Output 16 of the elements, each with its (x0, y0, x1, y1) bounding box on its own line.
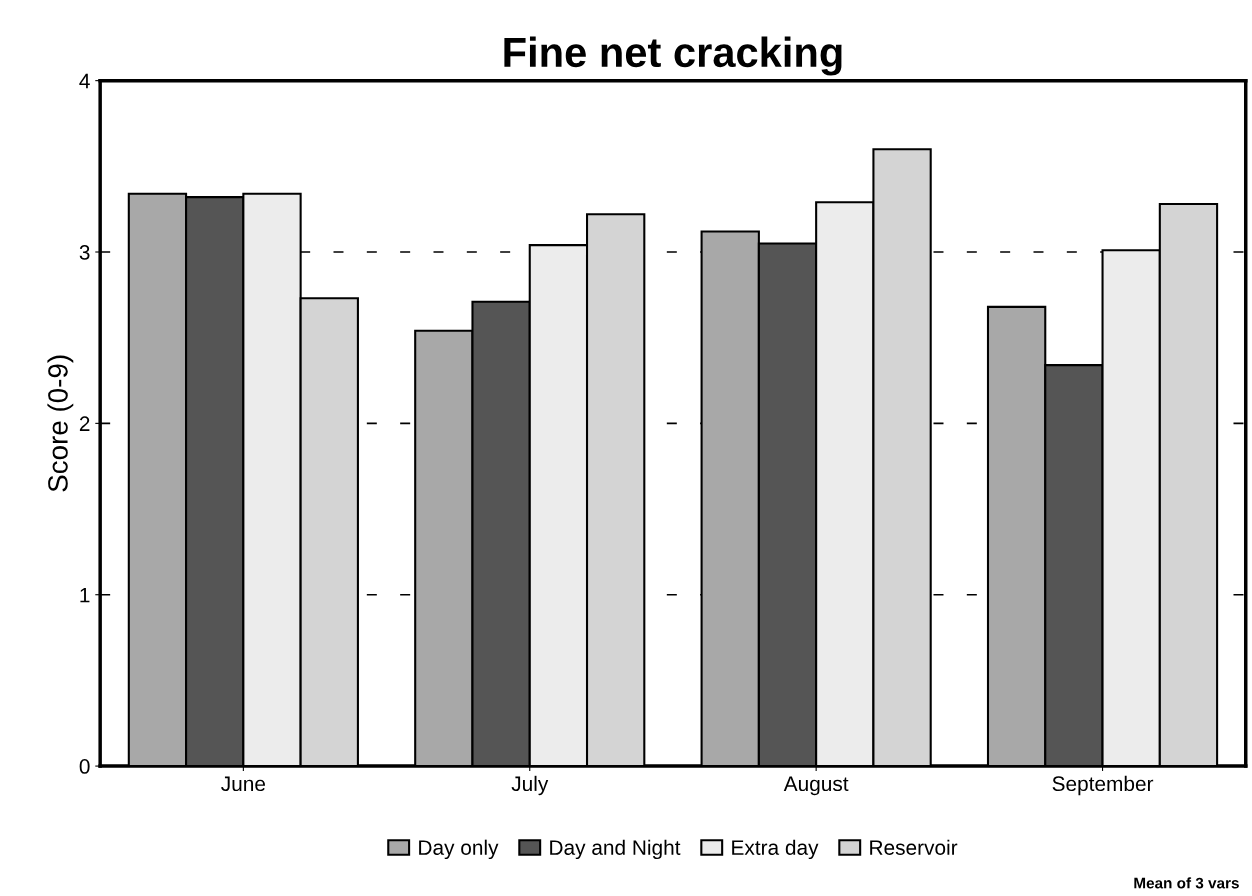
x-tick-label: July (511, 775, 549, 796)
text: Mean of 3 vars (1134, 877, 1239, 889)
y-axis-title: Score (0-9) (47, 355, 74, 492)
legend-label: Day only (419, 839, 499, 860)
y-tick-label: 3 (79, 245, 90, 260)
x-tick-label: June (221, 776, 266, 792)
x-tick-label: September (1052, 775, 1154, 796)
y-tick-label: 1 (80, 587, 90, 603)
legend-label: Extra day (732, 839, 819, 860)
x-tick-label: August (783, 776, 849, 796)
y-tick-label: 4 (79, 73, 90, 89)
legend-label: Day and Night (550, 839, 681, 860)
chart-title: Fine net cracking (504, 36, 842, 76)
legend-label: Reservoir (870, 839, 958, 855)
y-tick-label: 2 (79, 416, 90, 431)
y-tick-label: 0 (79, 759, 90, 774)
